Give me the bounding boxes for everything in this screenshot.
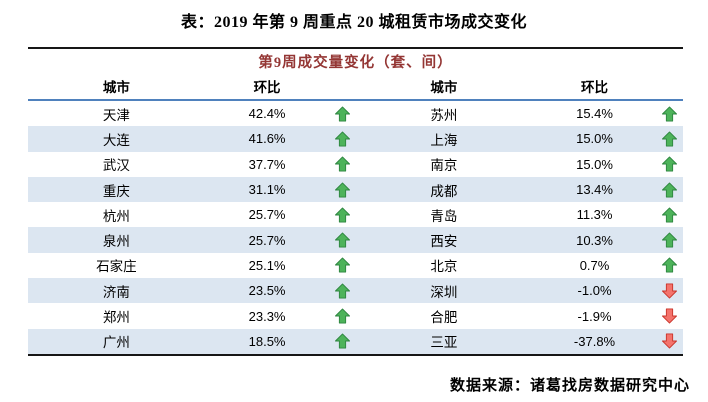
up-arrow-icon	[657, 207, 683, 223]
figure-title: 表：2019 年第 9 周重点 20 城租赁市场成交变化	[180, 14, 527, 31]
up-arrow-icon	[329, 156, 355, 172]
wow-value-cell: 31.1%	[248, 182, 286, 198]
wow-value-cell: -37.8%	[573, 333, 616, 349]
city-cell: 苏州	[430, 107, 458, 123]
wow-value-cell: 23.3%	[248, 308, 286, 324]
wow-value-cell: 25.1%	[248, 257, 286, 273]
wow-value-cell: 25.7%	[248, 207, 286, 223]
wow-value-cell: 13.4%	[576, 182, 613, 198]
city-cell: 济南	[102, 284, 130, 300]
column-header-row: 城市 环比 城市 环比	[28, 76, 683, 101]
city-cell: 天津	[102, 107, 130, 123]
up-arrow-icon	[329, 106, 355, 122]
up-arrow-icon	[657, 232, 683, 248]
arrow-column-spacer	[657, 76, 683, 99]
up-arrow-icon	[329, 182, 355, 198]
up-arrow-icon	[657, 182, 683, 198]
table-row: 石家庄 25.1% 北京 0.7%	[28, 253, 683, 278]
city-cell: 广州	[102, 335, 130, 351]
city-cell: 郑州	[102, 310, 130, 326]
up-arrow-icon	[329, 283, 355, 299]
wow-value-cell: 18.5%	[248, 333, 286, 349]
up-arrow-icon	[329, 333, 355, 349]
up-arrow-icon	[329, 308, 355, 324]
up-arrow-icon	[657, 156, 683, 172]
table-row: 重庆 31.1% 成都 13.4%	[28, 176, 683, 203]
city-cell: 杭州	[102, 208, 130, 224]
wow-value-cell: 0.7%	[579, 257, 610, 273]
wow-value-cell: 11.3%	[576, 207, 613, 223]
wow-value-cell: 41.6%	[248, 131, 286, 147]
table-row: 武汉 37.7% 南京 15.0%	[28, 152, 683, 177]
up-arrow-icon	[657, 106, 683, 122]
city-cell: 青岛	[430, 208, 458, 224]
table-row: 杭州 25.7% 青岛 11.3%	[28, 202, 683, 227]
col-header-city-left: 城市	[102, 80, 130, 95]
wow-value-cell: 10.3%	[576, 232, 613, 248]
table-row: 泉州 25.7% 西安 10.3%	[28, 227, 683, 253]
table-merged-header: 第9周成交量变化（套、间）	[258, 55, 453, 71]
city-cell: 三亚	[430, 335, 458, 351]
table-row: 广州 18.5% 三亚 -37.8%	[28, 328, 683, 354]
wow-value-cell: 25.7%	[248, 232, 286, 248]
down-arrow-icon	[657, 333, 683, 349]
wow-value-cell: 15.4%	[576, 106, 613, 122]
wow-value-cell: 15.0%	[576, 156, 613, 172]
up-arrow-icon	[329, 257, 355, 273]
city-cell: 南京	[430, 158, 458, 174]
table-row: 济南 23.5% 深圳 -1.0%	[28, 278, 683, 304]
table-body: 天津 42.4% 苏州 15.4% 大连 41.6% 上海 15.0% 武汉 37.7% 南京 15.…	[28, 101, 683, 354]
city-cell: 深圳	[430, 284, 458, 300]
up-arrow-icon	[329, 232, 355, 248]
up-arrow-icon	[329, 131, 355, 147]
wow-value-cell: 37.7%	[248, 156, 286, 172]
col-header-wow-left: 环比	[253, 80, 281, 95]
data-table: 第9周成交量变化（套、间） 城市 环比 城市 环比 天津 42.4% 苏州 15.4%…	[28, 47, 683, 356]
wow-value-cell: 42.4%	[248, 106, 286, 122]
city-cell: 北京	[430, 259, 458, 275]
arrow-column-spacer	[329, 76, 355, 99]
up-arrow-icon	[657, 257, 683, 273]
city-cell: 泉州	[102, 234, 130, 250]
down-arrow-icon	[657, 308, 683, 324]
col-header-city-right: 城市	[430, 80, 458, 95]
data-source: 数据来源：诸葛找房数据研究中心	[449, 378, 690, 394]
table-row: 大连 41.6% 上海 15.0%	[28, 126, 683, 152]
wow-value-cell: -1.0%	[577, 283, 612, 299]
city-cell: 合肥	[430, 310, 458, 326]
table-row: 天津 42.4% 苏州 15.4%	[28, 101, 683, 126]
wow-value-cell: -1.9%	[577, 308, 612, 324]
wow-value-cell: 23.5%	[248, 283, 286, 299]
city-cell: 石家庄	[96, 259, 137, 275]
table-row: 郑州 23.3% 合肥 -1.9%	[28, 303, 683, 328]
up-arrow-icon	[657, 131, 683, 147]
city-cell: 成都	[430, 183, 458, 199]
city-cell: 武汉	[102, 158, 130, 174]
col-header-wow-right: 环比	[581, 80, 609, 95]
city-cell: 大连	[102, 132, 130, 148]
city-cell: 重庆	[102, 183, 130, 199]
up-arrow-icon	[329, 207, 355, 223]
wow-value-cell: 15.0%	[576, 131, 613, 147]
down-arrow-icon	[657, 283, 683, 299]
city-cell: 上海	[430, 132, 458, 148]
city-cell: 西安	[430, 234, 458, 250]
